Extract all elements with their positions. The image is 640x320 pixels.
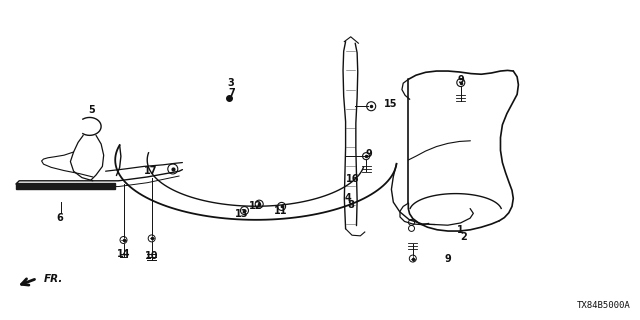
Text: 8: 8 [348, 200, 354, 210]
Text: 16: 16 [346, 174, 360, 184]
Text: TX84B5000A: TX84B5000A [577, 301, 630, 310]
Text: 9: 9 [458, 75, 464, 85]
Text: 13: 13 [235, 209, 249, 220]
Text: 9: 9 [366, 148, 372, 159]
Text: 2: 2 [460, 232, 467, 242]
Text: 9: 9 [445, 254, 451, 264]
Text: 10: 10 [145, 251, 159, 261]
Text: 15: 15 [383, 99, 397, 109]
Text: 7: 7 [228, 88, 235, 98]
Text: 14: 14 [116, 249, 131, 260]
Text: 5: 5 [88, 105, 95, 116]
Text: 6: 6 [56, 212, 63, 223]
Text: 11: 11 [273, 206, 287, 216]
Text: 17: 17 [143, 166, 157, 176]
Text: FR.: FR. [44, 274, 63, 284]
Text: 12: 12 [249, 201, 263, 212]
Text: 4: 4 [344, 193, 351, 204]
Polygon shape [16, 183, 115, 189]
Text: 1: 1 [458, 225, 464, 236]
Text: 3: 3 [227, 78, 234, 88]
